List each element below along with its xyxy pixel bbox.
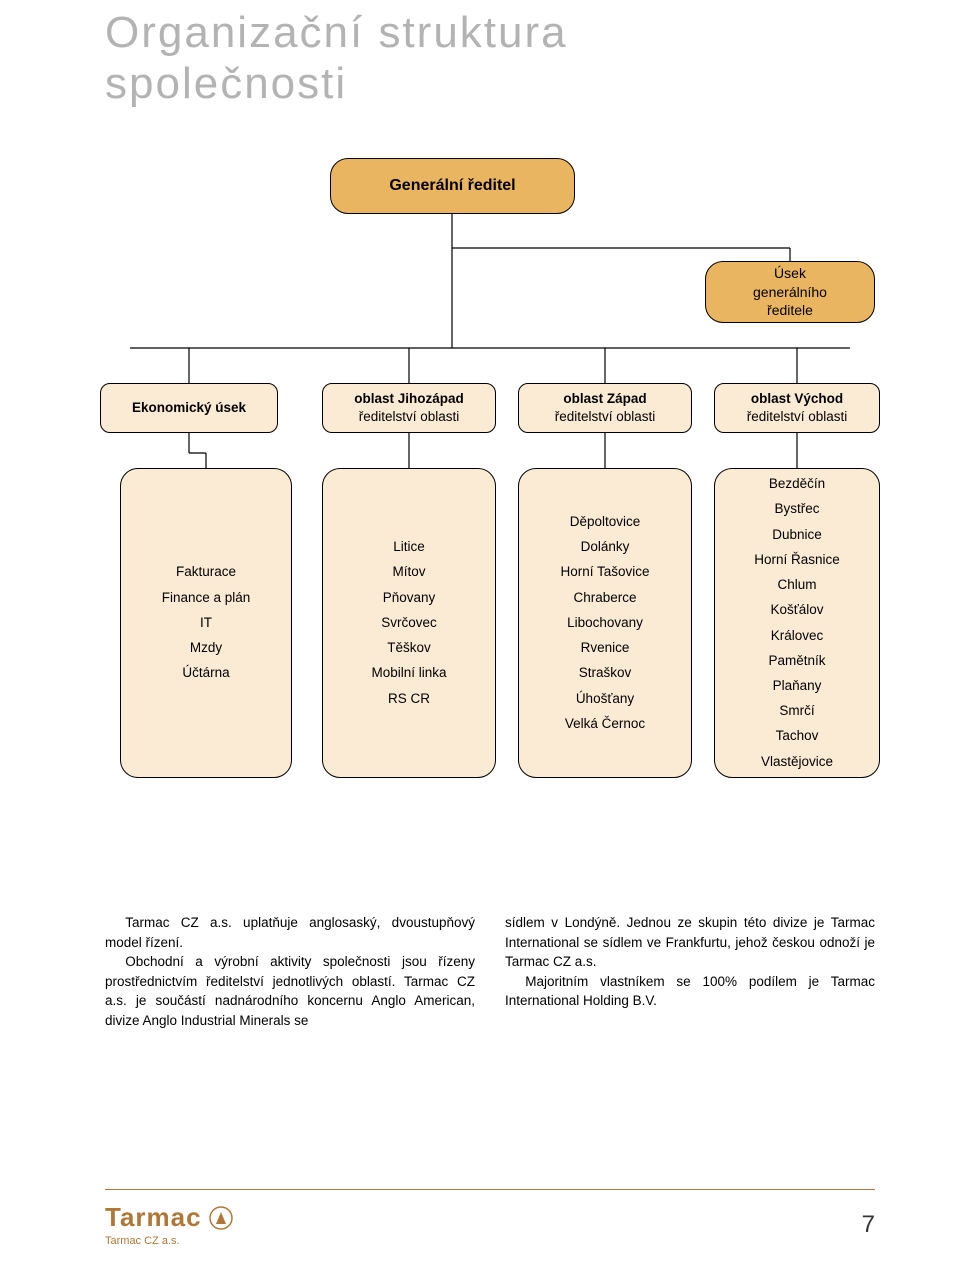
- page-title: Organizační struktura společnosti: [105, 8, 568, 109]
- node-item: Chraberce: [573, 589, 636, 607]
- org-node-root: Generální ředitel: [330, 158, 575, 214]
- node-item: Svrčovec: [381, 614, 437, 632]
- node-item: Plaňany: [773, 677, 822, 695]
- node-line: ředitelství oblasti: [747, 408, 848, 426]
- node-item: Těškov: [387, 639, 431, 657]
- node-item: Královec: [771, 627, 824, 645]
- org-node-unit_gd: Úsekgenerálníhoředitele: [705, 261, 875, 323]
- org-chart: Generální ředitel Úsekgenerálníhoředitele…: [100, 158, 880, 798]
- footer: Tarmac Tarmac CZ a.s. 7: [105, 1189, 875, 1247]
- node-line: Úsek: [774, 264, 806, 283]
- node-item: Účtárna: [182, 664, 229, 682]
- node-item: RS CR: [388, 690, 430, 708]
- body-col-right: sídlem v Londýně. Jednou ze skupin této …: [505, 913, 875, 1030]
- node-item: Straškov: [579, 664, 632, 682]
- node-line: oblast Východ: [751, 390, 843, 408]
- node-item: Mítov: [392, 563, 425, 581]
- node-item: Rvenice: [581, 639, 630, 657]
- node-item: Mzdy: [190, 639, 222, 657]
- body-col-left: Tarmac CZ a.s. uplatňuje anglosaský, dvo…: [105, 913, 475, 1030]
- node-line: ředitelství oblasti: [555, 408, 656, 426]
- body-p: Majoritním vlastníkem se 100% podílem je…: [505, 972, 875, 1011]
- node-item: Dolánky: [581, 538, 630, 556]
- org-node-r_jz: oblast Jihozápadředitelství oblasti: [322, 383, 496, 433]
- node-line: oblast Jihozápad: [354, 390, 464, 408]
- node-item: Košťálov: [770, 601, 823, 619]
- org-node-d_econ: Fakturace Finance a plán IT Mzdy Účtárna: [120, 468, 292, 778]
- node-item: Úhošťany: [576, 690, 634, 708]
- logo-main: Tarmac: [105, 1202, 234, 1233]
- logo-icon: [208, 1206, 234, 1230]
- body-text: Tarmac CZ a.s. uplatňuje anglosaský, dvo…: [105, 913, 875, 1030]
- logo-text: Tarmac: [105, 1202, 202, 1233]
- node-item: Velká Černoc: [565, 715, 645, 733]
- node-item: Tachov: [776, 727, 819, 745]
- org-node-econ: Ekonomický úsek: [100, 383, 278, 433]
- node-item: Smrčí: [779, 702, 814, 720]
- node-item: Bezděčín: [769, 475, 825, 493]
- node-item: Horní Řasnice: [754, 551, 840, 569]
- node-item: Pňovany: [383, 589, 436, 607]
- node-item: IT: [200, 614, 212, 632]
- node-item: Pamětník: [768, 652, 825, 670]
- logo-sub: Tarmac CZ a.s.: [105, 1235, 180, 1247]
- node-line: Ekonomický úsek: [132, 399, 246, 417]
- node-item: Finance a plán: [162, 589, 251, 607]
- body-p: sídlem v Londýně. Jednou ze skupin této …: [505, 913, 875, 972]
- org-node-d_jz: Litice Mítov Pňovany Svrčovec Těškov Mobilní …: [322, 468, 496, 778]
- body-p: Obchodní a výrobní aktivity společnosti …: [105, 952, 475, 1030]
- page-number: 7: [862, 1211, 875, 1239]
- org-node-d_z: Děpoltovice Dolánky Horní Tašovice Chraberc…: [518, 468, 692, 778]
- logo: Tarmac Tarmac CZ a.s.: [105, 1202, 234, 1247]
- node-item: Fakturace: [176, 563, 236, 581]
- node-item: Litice: [393, 538, 425, 556]
- node-item: Dubnice: [772, 526, 822, 544]
- node-item: Mobilní linka: [371, 664, 446, 682]
- node-item: Bystřec: [774, 500, 819, 518]
- node-item: Horní Tašovice: [560, 563, 649, 581]
- org-node-d_v: Bezděčín Bystřec Dubnice Horní Řasnice Chlum…: [714, 468, 880, 778]
- node-item: Děpoltovice: [570, 513, 641, 531]
- node-line: generálního: [753, 283, 827, 302]
- node-label: Generální ředitel: [389, 175, 515, 197]
- node-item: Chlum: [777, 576, 816, 594]
- node-line: ředitele: [767, 301, 813, 320]
- org-node-r_z: oblast Západředitelství oblasti: [518, 383, 692, 433]
- org-node-r_v: oblast Východředitelství oblasti: [714, 383, 880, 433]
- node-line: oblast Západ: [563, 390, 646, 408]
- node-item: Libochovany: [567, 614, 643, 632]
- node-item: Vlastějovice: [761, 753, 833, 771]
- node-line: ředitelství oblasti: [359, 408, 460, 426]
- body-p: Tarmac CZ a.s. uplatňuje anglosaský, dvo…: [105, 913, 475, 952]
